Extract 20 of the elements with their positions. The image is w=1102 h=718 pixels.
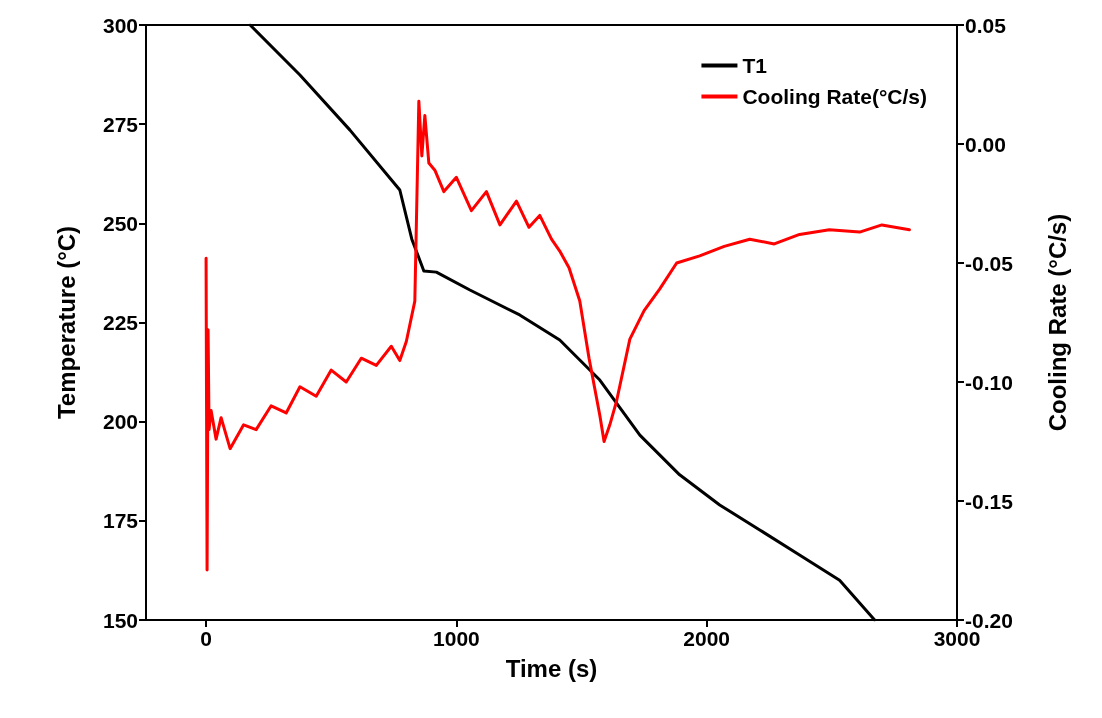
- y2-tick-label: 0.05: [965, 13, 1007, 37]
- y-tick-label: 150: [102, 608, 138, 632]
- y-tick-label: 225: [102, 311, 139, 334]
- y2-tick-label: 0.00: [965, 132, 1006, 156]
- x-tick-label: 1000: [433, 627, 480, 650]
- y2-tick-label: -0.15: [965, 489, 1014, 513]
- y-tick-label: 275: [102, 112, 139, 136]
- legend-label: Cooling Rate(°C/s): [742, 85, 927, 108]
- y-tick-label: 300: [102, 13, 138, 37]
- y2-tick-label: -0.05: [965, 251, 1014, 275]
- y2-axis-title: Cooling Rate (°C/s): [1043, 213, 1071, 432]
- y2-tick-label: -0.10: [965, 370, 1013, 394]
- y-tick-label: 175: [102, 509, 139, 533]
- y-tick-label: 250: [102, 211, 138, 235]
- y-axis-title: Temperature (°C): [52, 225, 80, 420]
- x-tick-label: 0: [200, 627, 212, 650]
- x-axis-title: Time (s): [505, 654, 598, 682]
- x-tick-label: 2000: [683, 627, 731, 650]
- legend-label: T1: [742, 54, 768, 77]
- y-tick-label: 200: [102, 410, 138, 434]
